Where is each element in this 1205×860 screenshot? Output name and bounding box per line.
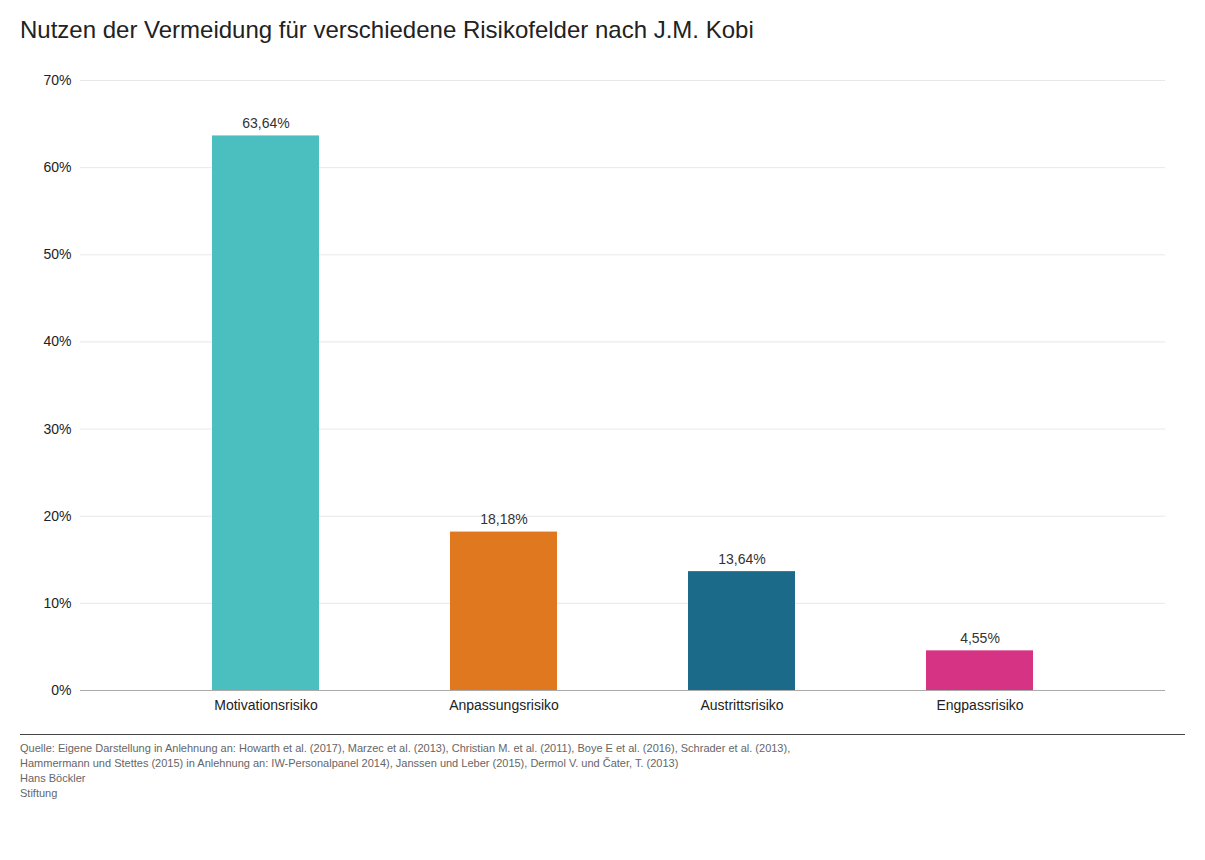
svg-text:10%: 10% bbox=[43, 595, 71, 611]
svg-text:40%: 40% bbox=[43, 333, 71, 349]
svg-text:70%: 70% bbox=[43, 72, 71, 88]
html-text:Quelle: Eigene Darstellung in: Quelle: Eigene Darstellung in Anlehnung … bbox=[20, 742, 791, 754]
svg-text:Motivationsrisiko: Motivationsrisiko bbox=[214, 697, 318, 713]
svg-text:63,64%: 63,64% bbox=[242, 115, 289, 131]
svg-text:18,18%: 18,18% bbox=[480, 511, 527, 527]
svg-text:13,64%: 13,64% bbox=[718, 551, 765, 567]
html-text:Hans Böckler: Hans Böckler bbox=[20, 772, 86, 784]
svg-text:4,55%: 4,55% bbox=[960, 630, 1000, 646]
svg-text:50%: 50% bbox=[43, 246, 71, 262]
svg-text:Austrittsrisiko: Austrittsrisiko bbox=[700, 697, 783, 713]
svg-text:Engpassrisiko: Engpassrisiko bbox=[936, 697, 1023, 713]
svg-text:60%: 60% bbox=[43, 159, 71, 175]
svg-text:30%: 30% bbox=[43, 421, 71, 437]
svg-text:20%: 20% bbox=[43, 508, 71, 524]
svg-text:Anpassungsrisiko: Anpassungsrisiko bbox=[449, 697, 559, 713]
html-text:Stiftung: Stiftung bbox=[20, 787, 58, 799]
html-text:Nutzen der Vermeidung für vers: Nutzen der Vermeidung für verschiedene R… bbox=[20, 16, 754, 43]
svg-text:0%: 0% bbox=[51, 682, 71, 698]
html-text:Hammermann und Stettes (2015): Hammermann und Stettes (2015) in Anlehnu… bbox=[20, 757, 679, 769]
